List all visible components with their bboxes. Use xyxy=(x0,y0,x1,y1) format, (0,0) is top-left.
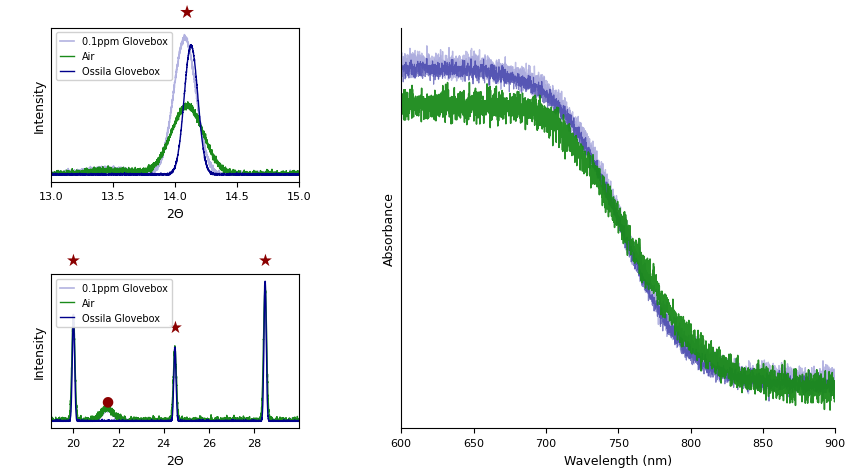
X-axis label: Wavelength (nm): Wavelength (nm) xyxy=(564,454,672,466)
0.1ppm Glovebox xyxy=(289,172,299,178)
Line: Air: Air xyxy=(51,103,298,175)
Air xyxy=(262,371,272,377)
Ossila Glovebox xyxy=(46,172,56,178)
Air xyxy=(262,172,272,178)
X-axis label: 2Θ: 2Θ xyxy=(166,208,184,220)
Line: 0.1ppm Glovebox: 0.1ppm Glovebox xyxy=(51,282,298,421)
Ossila Glovebox xyxy=(152,172,162,178)
0.1ppm Glovebox xyxy=(293,418,304,424)
Ossila Glovebox xyxy=(293,418,304,424)
Air xyxy=(89,168,99,173)
Ossila Glovebox xyxy=(89,418,99,424)
Air xyxy=(46,418,56,424)
Air xyxy=(293,172,304,178)
0.1ppm Glovebox xyxy=(74,170,84,176)
0.1ppm Glovebox xyxy=(289,418,299,424)
Line: 0.1ppm Glovebox: 0.1ppm Glovebox xyxy=(51,36,298,175)
Air xyxy=(289,418,299,424)
Air xyxy=(46,418,56,424)
Y-axis label: Intensity: Intensity xyxy=(32,325,45,378)
Air xyxy=(260,281,271,287)
Ossila Glovebox xyxy=(186,43,196,49)
Line: Ossila Glovebox: Ossila Glovebox xyxy=(51,282,298,421)
Legend: 0.1ppm Glovebox, Air, Ossila Glovebox: 0.1ppm Glovebox, Air, Ossila Glovebox xyxy=(56,279,172,327)
0.1ppm Glovebox xyxy=(141,172,151,178)
Line: Ossila Glovebox: Ossila Glovebox xyxy=(51,46,298,175)
Line: Air: Air xyxy=(51,284,298,421)
Text: ★: ★ xyxy=(258,251,272,269)
Ossila Glovebox xyxy=(141,172,151,178)
0.1ppm Glovebox xyxy=(47,172,57,178)
Air xyxy=(152,158,162,164)
0.1ppm Glovebox xyxy=(89,167,99,173)
Y-axis label: Absorbance: Absorbance xyxy=(382,192,396,265)
Ossila Glovebox xyxy=(293,172,304,178)
Ossila Glovebox xyxy=(289,418,299,424)
Text: ★: ★ xyxy=(167,318,182,337)
Y-axis label: Intensity: Intensity xyxy=(32,79,45,132)
Air xyxy=(46,172,56,178)
Ossila Glovebox xyxy=(152,418,162,424)
Air xyxy=(74,415,84,420)
Air xyxy=(182,100,192,106)
Ossila Glovebox xyxy=(46,417,56,423)
0.1ppm Glovebox xyxy=(152,418,162,424)
Air xyxy=(141,168,151,174)
Ossila Glovebox xyxy=(260,279,271,285)
Ossila Glovebox xyxy=(141,418,151,424)
Air xyxy=(89,417,99,423)
0.1ppm Glovebox xyxy=(152,166,162,172)
Text: ★: ★ xyxy=(66,251,81,269)
0.1ppm Glovebox xyxy=(180,33,190,39)
0.1ppm Glovebox xyxy=(74,418,84,424)
Ossila Glovebox xyxy=(74,418,84,424)
Ossila Glovebox xyxy=(74,172,84,178)
Text: ★: ★ xyxy=(179,4,195,21)
Air xyxy=(74,169,84,175)
Ossila Glovebox xyxy=(89,172,99,178)
Text: ●: ● xyxy=(101,394,114,408)
Ossila Glovebox xyxy=(46,418,56,424)
Air xyxy=(293,418,304,424)
0.1ppm Glovebox xyxy=(141,418,151,424)
Ossila Glovebox xyxy=(262,403,272,409)
0.1ppm Glovebox xyxy=(46,171,56,177)
X-axis label: 2Θ: 2Θ xyxy=(166,454,184,466)
0.1ppm Glovebox xyxy=(262,389,272,395)
Ossila Glovebox xyxy=(262,172,272,178)
0.1ppm Glovebox xyxy=(46,417,56,423)
Air xyxy=(152,417,162,423)
Legend: 0.1ppm Glovebox, Air, Ossila Glovebox: 0.1ppm Glovebox, Air, Ossila Glovebox xyxy=(56,33,172,81)
0.1ppm Glovebox xyxy=(46,418,56,424)
0.1ppm Glovebox xyxy=(262,171,272,177)
Air xyxy=(141,418,151,424)
Air xyxy=(289,171,299,177)
Ossila Glovebox xyxy=(289,171,299,177)
0.1ppm Glovebox xyxy=(260,279,271,285)
0.1ppm Glovebox xyxy=(89,418,99,424)
0.1ppm Glovebox xyxy=(293,172,304,178)
